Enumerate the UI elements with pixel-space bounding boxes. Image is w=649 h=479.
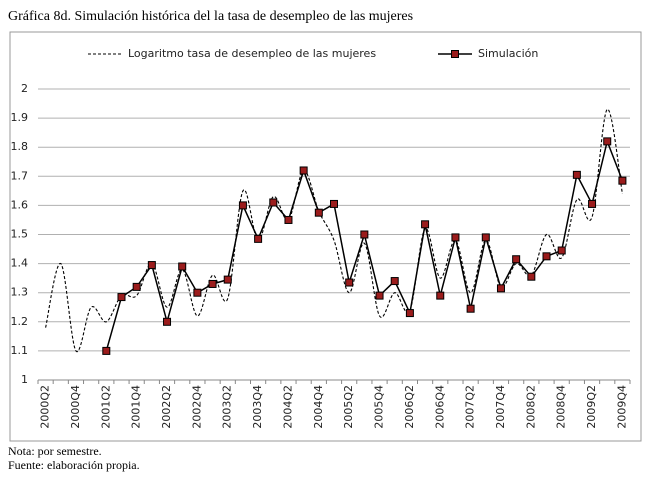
- legend-marker: [451, 50, 459, 58]
- x-tick-label: 2005Q2: [342, 385, 355, 429]
- marker: [147, 261, 156, 270]
- marker: [132, 282, 141, 291]
- marker: [284, 215, 293, 224]
- series-line: [45, 108, 623, 352]
- x-tick-label: 2008Q4: [555, 385, 568, 429]
- x-tick-label: 2001Q4: [130, 385, 143, 429]
- x-tick-label: 2007Q2: [464, 385, 477, 429]
- marker: [603, 137, 612, 146]
- x-tick-label: 2006Q4: [433, 385, 446, 429]
- y-tick-label: 1.7: [11, 169, 29, 182]
- x-tick-label: 2009Q4: [615, 385, 628, 429]
- y-tick-label: 1.3: [11, 286, 29, 299]
- marker: [314, 208, 323, 217]
- x-tick-label: 2008Q2: [524, 385, 537, 429]
- marker: [223, 275, 232, 284]
- marker: [117, 293, 126, 302]
- marker: [405, 309, 414, 318]
- marker: [451, 233, 460, 242]
- marker: [572, 170, 581, 179]
- marker: [208, 279, 217, 288]
- x-tick-label: 2000Q4: [69, 385, 82, 429]
- marker: [238, 201, 247, 210]
- marker: [557, 246, 566, 255]
- marker: [330, 199, 338, 208]
- x-tick-label: 2000Q2: [39, 385, 52, 429]
- x-tick-label: 2004Q4: [312, 385, 325, 429]
- marker: [512, 255, 521, 264]
- marker: [102, 346, 111, 355]
- y-tick-label: 1.4: [11, 257, 29, 270]
- marker: [299, 166, 308, 175]
- series-line: [105, 138, 624, 352]
- marker: [618, 176, 627, 185]
- legend-label: Simulación: [478, 47, 538, 60]
- marker: [542, 252, 551, 261]
- x-tick-label: 2004Q2: [281, 385, 294, 429]
- y-tick-label: 1.9: [11, 111, 29, 124]
- marker: [254, 234, 263, 243]
- marker: [466, 304, 475, 313]
- marker: [390, 277, 399, 286]
- y-tick-label: 2: [21, 82, 28, 95]
- y-tick-label: 1.1: [11, 344, 29, 357]
- marker: [345, 278, 354, 287]
- x-tick-label: 2001Q2: [99, 385, 112, 429]
- marker: [193, 288, 202, 297]
- y-tick-label: 1.5: [11, 228, 29, 241]
- x-tick-label: 2005Q4: [373, 385, 386, 429]
- x-tick-label: 2003Q4: [251, 385, 264, 429]
- marker: [269, 198, 278, 207]
- marker: [178, 262, 187, 271]
- marker: [481, 233, 490, 242]
- marker: [436, 291, 445, 300]
- marker: [421, 220, 430, 229]
- marker: [527, 272, 536, 281]
- marker: [375, 291, 384, 300]
- y-tick-label: 1.6: [11, 198, 29, 211]
- x-tick-label: 2007Q4: [494, 385, 507, 429]
- x-tick-label: 2002Q2: [160, 385, 173, 429]
- marker: [588, 199, 597, 208]
- marker: [360, 230, 369, 239]
- marker: [163, 317, 172, 326]
- chart-frame: [9, 31, 642, 442]
- x-tick-label: 2009Q2: [585, 385, 598, 429]
- chart-title: Gráfica 8d. Simulación histórica del la …: [8, 9, 413, 24]
- y-tick-label: 1.2: [11, 315, 29, 328]
- y-tick-label: 1.8: [11, 140, 29, 153]
- x-tick-label: 2003Q2: [221, 385, 234, 429]
- source: Fuente: elaboración propia.: [8, 458, 140, 472]
- y-tick-label: 1: [21, 373, 28, 386]
- note: Nota: por semestre.: [8, 444, 102, 458]
- legend-label: Logaritmo tasa de desempleo de las mujer…: [128, 47, 376, 60]
- x-tick-label: 2006Q2: [403, 385, 416, 429]
- x-tick-label: 2002Q4: [190, 385, 203, 429]
- marker: [496, 284, 505, 293]
